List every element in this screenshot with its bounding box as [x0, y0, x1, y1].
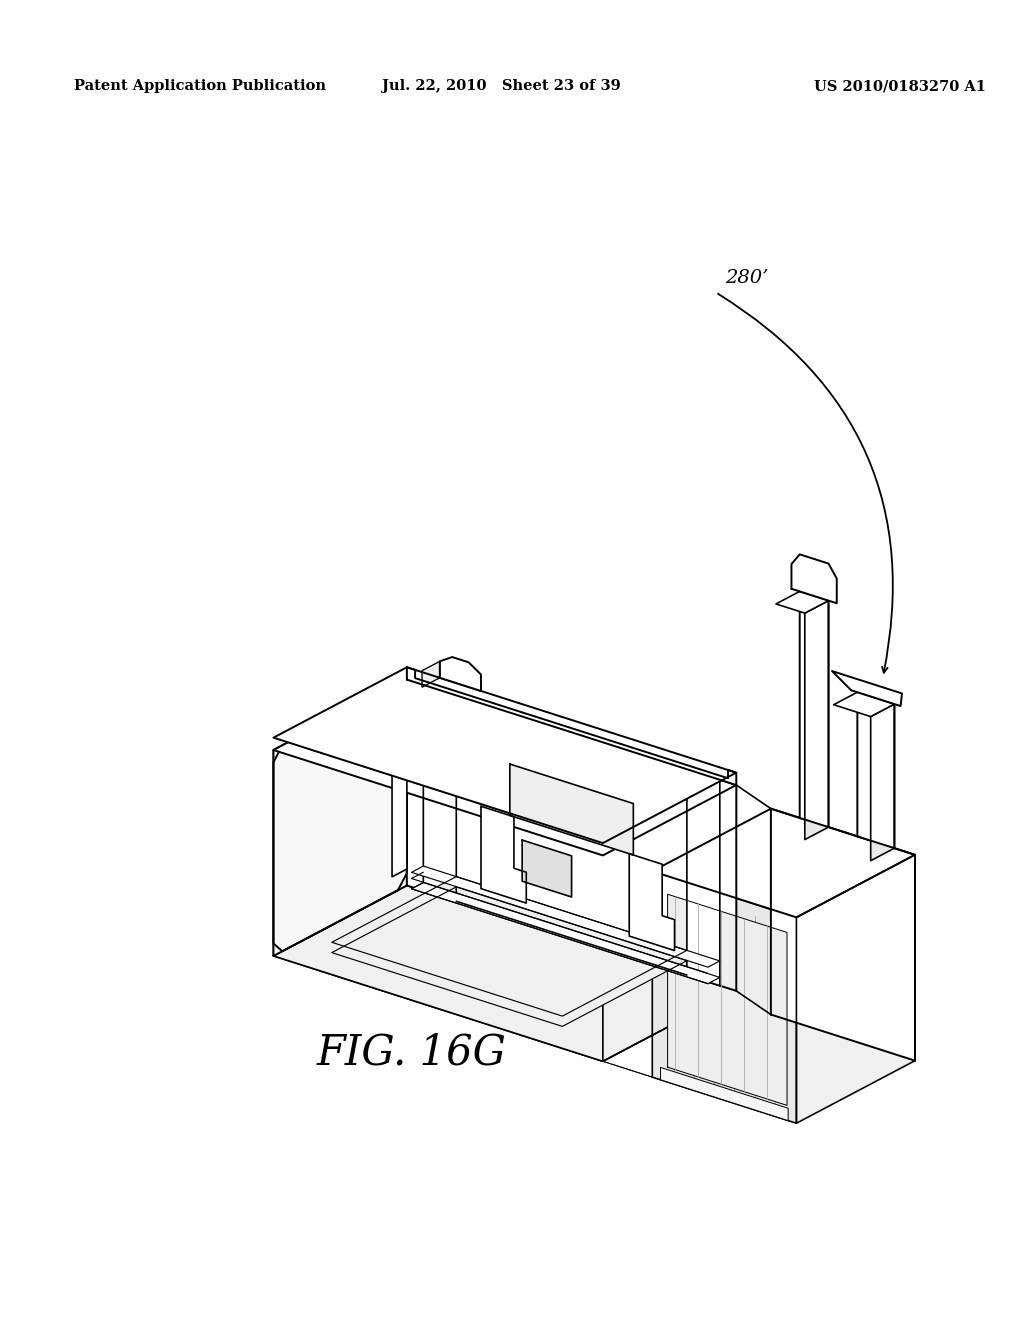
Text: 280’: 280’ [725, 269, 769, 286]
Polygon shape [805, 601, 828, 840]
Polygon shape [687, 770, 720, 986]
Text: US 2010/0183270 A1: US 2010/0183270 A1 [814, 79, 986, 94]
Polygon shape [603, 785, 736, 1061]
Polygon shape [857, 692, 894, 849]
Polygon shape [771, 809, 915, 1061]
Polygon shape [422, 661, 440, 688]
Polygon shape [423, 685, 457, 902]
Polygon shape [834, 692, 894, 717]
Polygon shape [629, 854, 675, 950]
Text: FIG. 16G: FIG. 16G [316, 1031, 507, 1073]
Polygon shape [440, 657, 481, 690]
Polygon shape [407, 680, 736, 991]
Polygon shape [332, 887, 687, 1027]
Polygon shape [273, 667, 736, 843]
Polygon shape [800, 591, 828, 828]
Polygon shape [273, 750, 603, 1061]
Polygon shape [797, 855, 915, 1123]
Polygon shape [652, 809, 915, 917]
Polygon shape [412, 866, 720, 968]
Text: Jul. 22, 2010   Sheet 23 of 39: Jul. 22, 2010 Sheet 23 of 39 [382, 79, 622, 94]
Polygon shape [510, 764, 634, 855]
Polygon shape [407, 667, 736, 785]
Polygon shape [392, 742, 407, 876]
Polygon shape [776, 591, 828, 614]
Polygon shape [831, 671, 902, 706]
Polygon shape [792, 554, 837, 603]
Polygon shape [332, 876, 687, 1016]
Polygon shape [412, 883, 720, 983]
Polygon shape [481, 807, 526, 903]
Polygon shape [870, 704, 894, 861]
Polygon shape [522, 840, 571, 898]
Polygon shape [415, 741, 580, 803]
Polygon shape [273, 680, 407, 956]
Polygon shape [668, 894, 787, 1105]
Text: Patent Application Publication: Patent Application Publication [74, 79, 326, 94]
Polygon shape [273, 886, 736, 1061]
Polygon shape [273, 680, 736, 855]
Polygon shape [273, 684, 407, 952]
Polygon shape [660, 1068, 788, 1121]
Polygon shape [652, 871, 797, 1123]
